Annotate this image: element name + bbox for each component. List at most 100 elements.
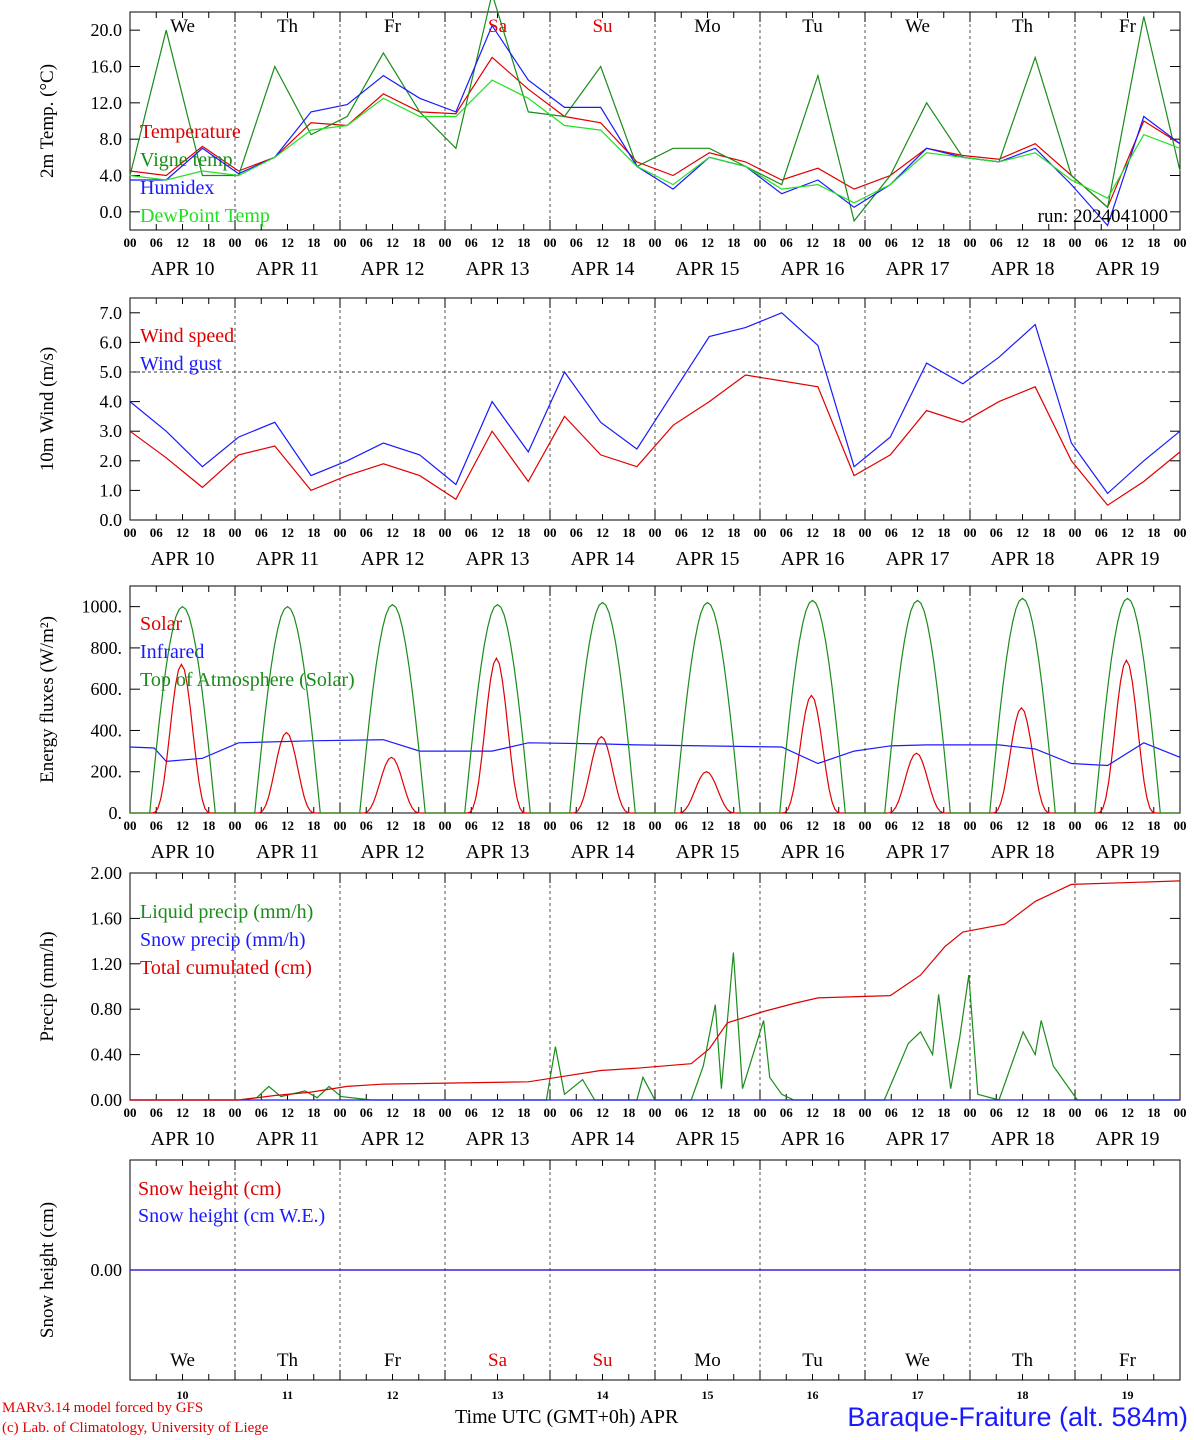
x-hour-label: 18 [307,525,321,540]
weekday-label: Fr [384,1350,402,1371]
x-hour-label: 06 [780,235,794,250]
x-hour-label: 06 [255,1105,269,1120]
x-hour-label: 06 [465,1105,479,1120]
x-hour-label: 06 [675,1105,689,1120]
x-hour-label: 00 [229,818,242,833]
x-date-label: APR 11 [256,548,319,570]
weekday-label: Su [592,16,613,37]
x-hour-label: 18 [832,818,846,833]
x-hour-label: 00 [544,235,557,250]
y-tick-label: 600. [91,679,123,699]
x-hour-label: 12 [911,818,924,833]
x-hour-label: 12 [281,525,294,540]
series-line-humidex [130,24,1181,227]
x-hour-label: 06 [255,235,269,250]
x-date-label: APR 19 [1096,548,1160,570]
x-hour-label: 06 [990,525,1004,540]
x-hour-label: 12 [1016,525,1029,540]
x-hour-label: 06 [360,818,374,833]
x-hour-label: 18 [517,1105,531,1120]
x-hour-label: 12 [596,818,609,833]
x-hour-label: 00 [1069,235,1082,250]
x-hour-label: 18 [832,525,846,540]
x-hour-label: 06 [990,235,1004,250]
x-date-label: APR 11 [256,841,319,863]
x-hour-label: 06 [465,818,479,833]
x-hour-label: 18 [832,1105,846,1120]
x-hour-label: 12 [806,818,819,833]
x-hour-label: 12 [491,525,504,540]
x-hour-label: 00 [124,235,137,250]
x-hour-label: 00 [334,525,347,540]
x-hour-label: 06 [570,235,584,250]
x-hour-label: 12 [806,235,819,250]
x-hour-label: 06 [1095,525,1109,540]
y-tick-label: 1000. [82,597,123,617]
y-tick-label: 8.0 [100,129,123,149]
weekday-label: Th [1012,16,1034,37]
x-hour-label: 06 [675,235,689,250]
x-date-label: APR 14 [571,1128,635,1150]
x-hour-label: 00 [1174,525,1187,540]
legend-entry: Vigne temp [140,149,233,171]
y-tick-label: 400. [91,720,123,740]
x-hour-label: 12 [911,525,924,540]
x-hour-label: 18 [517,235,531,250]
x-hour-label: 12 [596,525,609,540]
y-tick-label: 1.0 [100,480,123,500]
x-hour-label: 00 [124,1105,137,1120]
x-date-label: APR 10 [151,841,215,863]
x-hour-label: 18 [1147,525,1161,540]
day-number-label: 16 [807,1388,819,1402]
x-hour-label: 00 [754,818,767,833]
x-hour-label: 12 [701,1105,714,1120]
series-line-wind-gust [129,312,1181,495]
x-hour-label: 18 [517,818,531,833]
x-hour-label: 18 [412,235,426,250]
day-number-label: 11 [282,1388,293,1402]
x-hour-label: 12 [491,235,504,250]
x-hour-label: 00 [544,1105,557,1120]
y-tick-label: 16.0 [91,57,123,77]
y-tick-label: 800. [91,638,123,658]
x-date-label: APR 16 [781,841,845,863]
x-date-label: APR 18 [991,1128,1055,1150]
x-hour-label: 12 [491,818,504,833]
weekday-label: Mo [694,1350,720,1371]
x-hour-label: 12 [806,1105,819,1120]
x-hour-label: 06 [885,818,899,833]
y-axis-title: Snow height (cm) [37,1202,58,1338]
x-hour-label: 18 [832,235,846,250]
y-tick-label: 1.60 [91,908,123,928]
x-hour-label: 12 [701,818,714,833]
x-hour-label: 12 [911,1105,924,1120]
x-hour-label: 00 [754,1105,767,1120]
x-hour-label: 06 [150,235,164,250]
x-date-label: APR 19 [1096,841,1160,863]
y-tick-label: 4.0 [100,392,123,412]
x-hour-label: 18 [622,818,636,833]
x-hour-label: 12 [386,235,399,250]
x-hour-label: 12 [386,818,399,833]
y-tick-label: 0.00 [91,1090,123,1110]
x-hour-label: 18 [412,818,426,833]
x-hour-label: 00 [439,818,452,833]
x-hour-label: 00 [859,235,872,250]
series-line-wind-speed [129,374,1181,506]
x-hour-label: 06 [780,525,794,540]
x-hour-label: 12 [596,235,609,250]
x-hour-label: 06 [570,1105,584,1120]
x-hour-label: 06 [675,525,689,540]
x-date-label: APR 10 [151,1128,215,1150]
x-hour-label: 06 [150,818,164,833]
weekday-label: Mo [694,16,720,37]
x-hour-label: 00 [229,525,242,540]
x-hour-label: 18 [937,525,951,540]
x-hour-label: 06 [675,818,689,833]
x-hour-label: 06 [780,1105,794,1120]
x-date-label: APR 18 [991,258,1055,280]
day-number-label: 12 [387,1388,399,1402]
y-tick-label: 7.0 [100,303,123,323]
x-hour-label: 06 [465,525,479,540]
x-date-label: APR 18 [991,841,1055,863]
